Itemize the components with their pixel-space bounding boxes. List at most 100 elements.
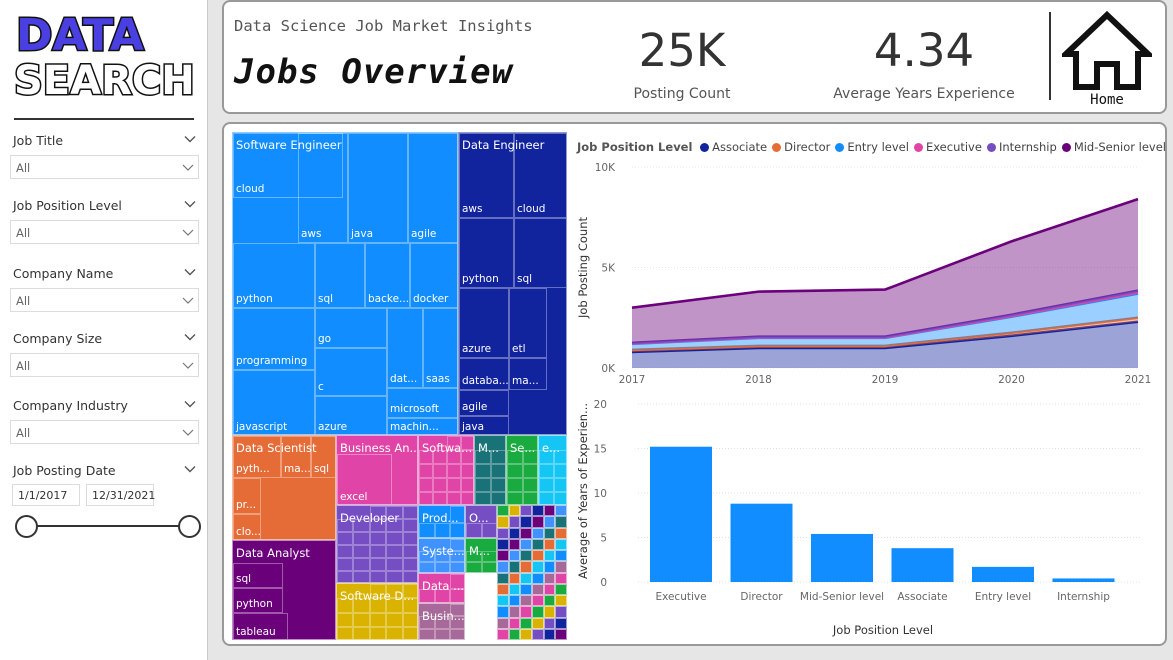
date-slider-start-handle[interactable] [15,515,38,538]
treemap-skill-cell[interactable] [369,519,387,532]
treemap-skill-cell[interactable] [402,519,417,532]
treemap-cell[interactable]: Softwa... [418,435,474,505]
treemap-cell[interactable] [497,628,509,640]
treemap-skill-cell[interactable] [369,571,387,582]
treemap-cell[interactable] [532,595,544,607]
treemap-skill-cell[interactable] [419,628,435,639]
treemap-skill-cell[interactable] [461,464,473,478]
treemap-skill-cell[interactable] [539,450,554,464]
treemap-skill-cell[interactable] [433,492,447,504]
treemap-skill-cell[interactable] [447,450,461,464]
treemap-skill-cell[interactable] [491,450,505,464]
treemap-skill-cell[interactable] [402,571,417,582]
treemap-cell[interactable]: Syste... [418,538,465,573]
treemap-skill-cell[interactable] [419,522,435,537]
treemap-cell[interactable] [520,550,532,562]
treemap-skill-cell[interactable] [450,522,464,537]
treemap-cell[interactable] [543,505,556,517]
treemap-skill-cell[interactable] [369,612,387,627]
treemap-skill-cell[interactable] [475,450,491,464]
treemap-skill-cell[interactable] [337,571,354,582]
treemap-skill-cell[interactable] [450,628,464,639]
treemap-skill-cell[interactable] [450,550,464,563]
treemap-skill-cell[interactable] [233,243,315,308]
treemap-skill-cell[interactable] [337,598,354,613]
treemap-cell[interactable] [555,583,567,595]
treemap-cell[interactable]: Developer [336,505,418,583]
treemap-skill-cell[interactable] [402,612,417,627]
treemap-skill-cell[interactable] [459,358,509,390]
treemap-skill-cell[interactable] [348,133,408,243]
treemap-skill-cell[interactable] [434,562,451,572]
treemap-skill-cell[interactable] [369,598,387,613]
treemap-cell[interactable] [497,606,509,618]
treemap-cell[interactable]: excel Business An... [336,435,418,505]
treemap-cell[interactable]: pyth... ma... sql pr... clo... Data Scientist [232,435,336,540]
treemap-cell[interactable] [555,527,567,539]
treemap-cell[interactable] [555,505,567,517]
treemap-skill-cell[interactable] [386,519,403,532]
treemap-skill-cell[interactable] [450,506,464,523]
treemap-skill-cell[interactable] [461,478,473,492]
treemap-skill-cell[interactable] [315,396,387,434]
bar-entry-level[interactable] [972,566,1034,582]
treemap-skill-cell[interactable] [386,584,403,599]
treemap-cell[interactable]: Software D... [336,583,418,640]
chevron-down-icon[interactable] [184,198,196,210]
treemap-skill-cell[interactable] [433,478,447,492]
line-series-mid-senior-level[interactable] [631,197,1139,309]
treemap-cell[interactable] [555,617,567,629]
treemap-skill-cell[interactable] [281,436,311,478]
treemap-skill-cell[interactable] [523,492,537,504]
treemap-cell[interactable] [543,561,556,573]
treemap-skill-cell[interactable] [337,532,354,545]
treemap-cell[interactable] [497,583,509,595]
treemap-skill-cell[interactable] [509,288,547,358]
treemap-skill-cell[interactable] [514,133,566,218]
treemap-skill-cell[interactable] [386,545,403,558]
treemap-skill-cell[interactable] [387,388,457,418]
treemap-cell[interactable] [532,606,544,618]
treemap-skill-cell[interactable] [461,450,473,464]
treemap-skill-cell[interactable] [553,492,566,504]
bar-associate[interactable] [891,548,954,582]
treemap-cell[interactable] [497,572,509,584]
treemap-cell[interactable] [532,628,544,640]
treemap-skill-cell[interactable] [233,478,261,514]
home-button[interactable]: Home [1062,10,1152,110]
treemap-skill-cell[interactable] [459,133,514,218]
treemap-skill-cell[interactable] [337,454,392,504]
treemap-skill-cell[interactable] [491,464,505,478]
filter-dropdown[interactable]: All [10,353,199,377]
treemap-skill-cell[interactable] [369,506,387,519]
treemap-cell[interactable] [497,505,509,517]
treemap-cell[interactable] [543,538,556,550]
treemap-skill-cell[interactable] [369,545,387,558]
treemap-skill-cell[interactable] [461,436,473,450]
treemap-skill-cell[interactable] [466,562,482,572]
treemap-cell[interactable] [532,505,544,517]
filter-dropdown[interactable]: All [10,420,199,444]
treemap-cell[interactable]: aws cloud python sql azure etl databa... ma... a… [458,132,567,435]
treemap-skill-cell[interactable] [369,584,387,599]
treemap-skill-cell[interactable] [466,550,482,563]
treemap-skill-cell[interactable] [419,492,433,504]
treemap-skill-cell[interactable] [491,492,505,504]
bar-director[interactable] [730,503,793,582]
job-posting-area-chart[interactable]: 0K 5K 10K 2017 2018 2019 2020 2021 Job Posting C… [574,158,1154,390]
end-date-input[interactable]: 12/31/2021 [86,484,155,506]
treemap-skill-cell[interactable] [402,584,417,599]
treemap-cell[interactable] [497,550,509,562]
treemap-skill-cell[interactable] [447,464,461,478]
treemap-skill-cell[interactable] [233,588,283,613]
treemap-cell[interactable] [555,550,567,562]
legend-item[interactable]: Entry level [835,140,909,154]
treemap-skill-cell[interactable] [433,450,447,464]
treemap-skill-cell[interactable] [402,506,417,519]
treemap-cell[interactable] [543,628,556,640]
treemap-skill-cell[interactable] [450,574,464,589]
treemap-skill-cell[interactable] [459,390,509,416]
treemap-cell[interactable] [497,538,509,550]
line-series-internship[interactable] [631,289,1139,345]
treemap-cell[interactable] [555,595,567,607]
